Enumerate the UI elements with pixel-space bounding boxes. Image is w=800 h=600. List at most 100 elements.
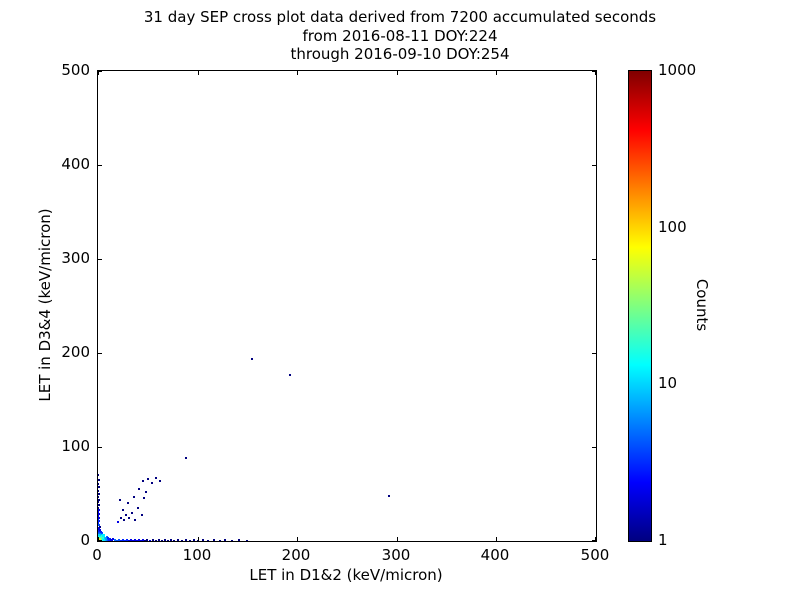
colorbar — [628, 70, 652, 542]
data-point — [140, 513, 143, 516]
x-tick-mark — [198, 537, 199, 541]
x-tick-mark — [198, 71, 199, 75]
x-tick-mark — [397, 537, 398, 541]
data-point — [184, 457, 187, 460]
y-tick-mark — [98, 259, 102, 260]
data-point — [172, 540, 175, 541]
data-point — [99, 530, 102, 533]
data-point — [133, 539, 136, 541]
plot-title-line3: through 2016-09-10 DOY:254 — [290, 45, 510, 63]
data-point — [143, 540, 146, 541]
data-point — [146, 477, 149, 480]
y-tick-mark — [98, 353, 102, 354]
data-point — [117, 539, 120, 541]
data-point — [196, 540, 199, 541]
x-tick-mark — [595, 71, 596, 75]
data-point — [126, 502, 129, 505]
y-tick-mark — [98, 447, 102, 448]
colorbar-label: Counts — [693, 278, 711, 332]
colorbar-tick-label: 1 — [658, 531, 668, 549]
data-point — [251, 357, 254, 360]
x-tick-mark — [98, 537, 99, 541]
data-point — [144, 491, 147, 494]
data-point — [132, 495, 135, 498]
data-point — [99, 533, 102, 536]
data-point — [130, 511, 133, 514]
y-tick-label: 500 — [61, 61, 90, 79]
data-point — [166, 540, 169, 541]
y-tick-mark — [98, 540, 102, 541]
data-point — [169, 539, 172, 541]
data-point — [98, 524, 100, 527]
data-point — [98, 525, 101, 528]
data-point — [145, 539, 148, 541]
colorbar-tick-label: 100 — [658, 218, 687, 236]
x-tick-mark — [297, 537, 298, 541]
x-tick-label: 0 — [92, 546, 102, 564]
data-point — [111, 538, 114, 541]
data-point — [98, 520, 100, 523]
data-point — [160, 540, 163, 541]
x-tick-mark — [397, 71, 398, 75]
y-tick-mark — [592, 353, 596, 354]
data-point — [98, 522, 99, 525]
x-tick-label: 500 — [580, 546, 610, 564]
y-axis-label: LET in D3&4 (keV/micron) — [36, 208, 54, 402]
data-point — [98, 486, 100, 489]
data-point — [176, 539, 179, 541]
data-point — [119, 517, 122, 520]
data-point — [206, 540, 209, 541]
data-point — [238, 539, 241, 541]
data-point — [98, 504, 100, 507]
data-point — [98, 510, 99, 513]
data-point — [151, 539, 154, 541]
data-point — [158, 479, 161, 482]
data-point — [137, 539, 140, 541]
data-point — [118, 498, 121, 501]
data-point — [289, 373, 292, 376]
plot-area — [97, 70, 597, 542]
data-point — [98, 478, 100, 481]
data-point — [113, 539, 116, 541]
data-point — [98, 495, 99, 498]
y-tick-mark — [592, 165, 596, 166]
x-tick-mark — [496, 537, 497, 541]
data-point — [98, 498, 100, 501]
data-point — [127, 516, 130, 519]
data-point — [98, 474, 99, 477]
data-point — [98, 501, 99, 504]
colorbar-tick-label: 1000 — [658, 61, 697, 79]
data-point — [135, 540, 138, 541]
data-point — [122, 519, 125, 522]
data-point — [123, 540, 126, 541]
data-point — [115, 540, 118, 541]
y-tick-mark — [592, 259, 596, 260]
data-point — [121, 508, 124, 511]
data-point — [125, 539, 128, 541]
data-point — [98, 518, 99, 521]
data-point — [141, 479, 144, 482]
data-point — [116, 521, 119, 524]
data-point — [154, 540, 157, 541]
data-point — [106, 537, 109, 540]
y-tick-mark — [592, 540, 596, 541]
data-point — [98, 512, 100, 515]
data-point — [150, 481, 153, 484]
data-point — [98, 508, 100, 511]
data-point — [102, 533, 106, 537]
plot-title-line1: 31 day SEP cross plot data derived from … — [143, 8, 657, 26]
data-point — [141, 539, 144, 541]
x-tick-mark — [98, 71, 99, 75]
y-tick-label: 300 — [61, 249, 90, 267]
data-point — [98, 507, 99, 510]
data-point — [180, 540, 183, 541]
x-tick-label: 300 — [381, 546, 411, 564]
data-point — [231, 540, 234, 541]
data-point — [137, 488, 140, 491]
data-point — [246, 540, 249, 541]
data-point — [119, 540, 122, 541]
x-tick-mark — [496, 71, 497, 75]
data-point — [139, 540, 142, 541]
y-tick-mark — [98, 71, 102, 72]
